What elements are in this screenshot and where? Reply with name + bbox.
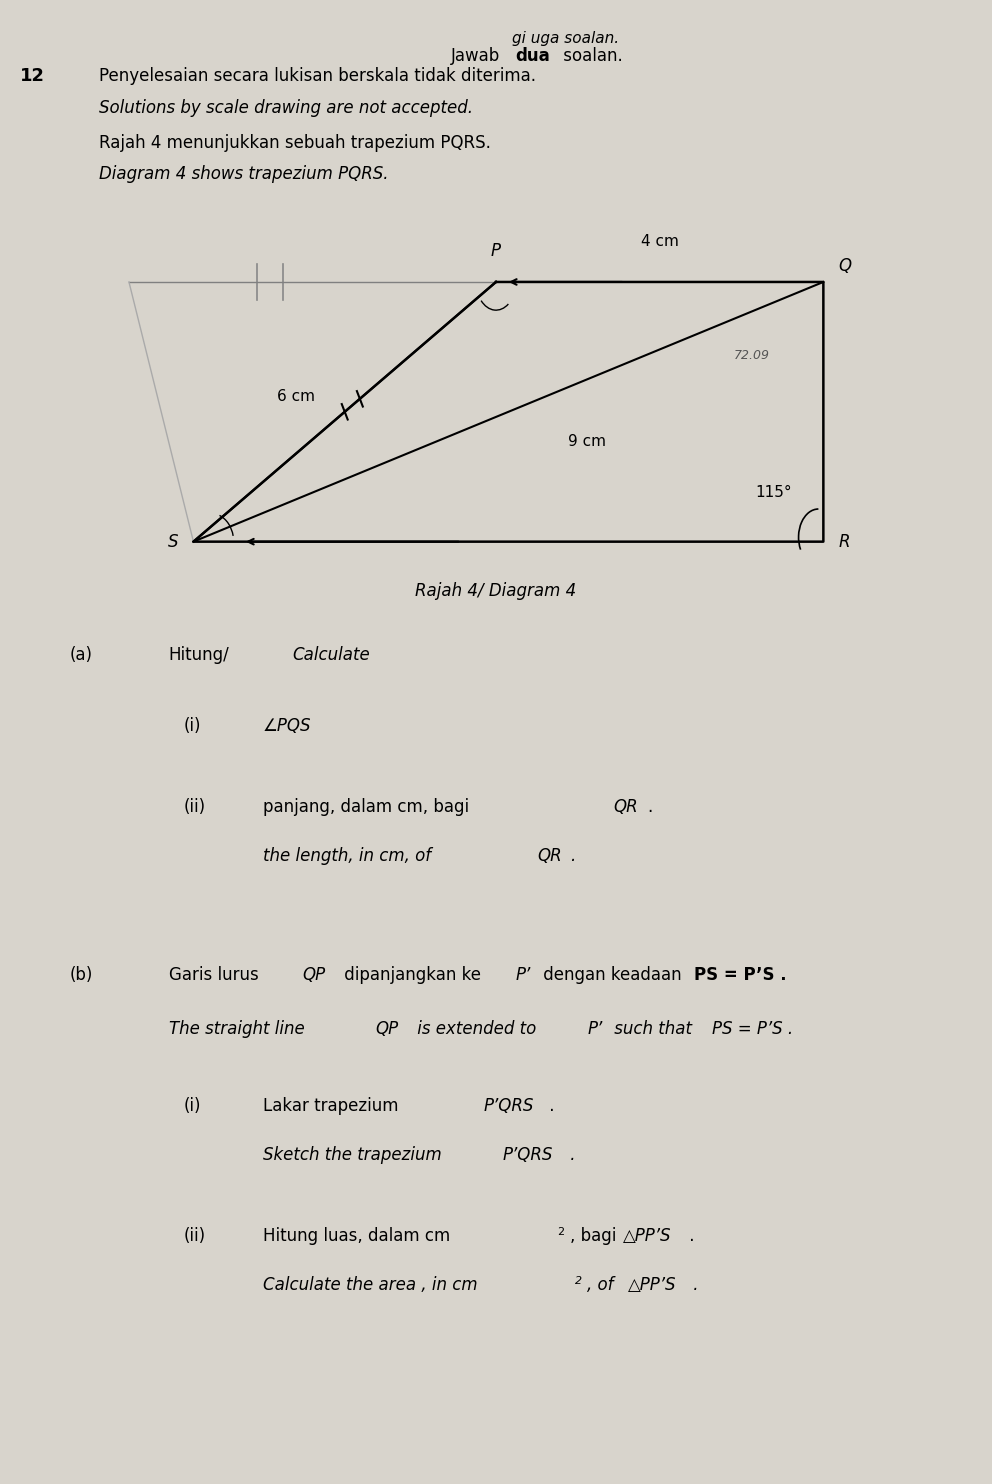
- Text: Diagram 4 shows trapezium PQRS.: Diagram 4 shows trapezium PQRS.: [99, 165, 389, 183]
- Text: 115°: 115°: [756, 485, 792, 500]
- Text: Rajah 4/ Diagram 4: Rajah 4/ Diagram 4: [416, 582, 576, 600]
- Text: S: S: [168, 533, 179, 551]
- Text: 4 cm: 4 cm: [641, 234, 679, 249]
- Text: (b): (b): [69, 966, 93, 984]
- Text: Jawab: Jawab: [451, 47, 506, 65]
- Text: .: .: [565, 1146, 576, 1163]
- Text: 6 cm: 6 cm: [277, 389, 314, 405]
- Text: (ii): (ii): [184, 1227, 205, 1245]
- Text: Solutions by scale drawing are not accepted.: Solutions by scale drawing are not accep…: [99, 99, 473, 117]
- Text: Hitung luas, dalam cm: Hitung luas, dalam cm: [263, 1227, 450, 1245]
- Text: (i): (i): [184, 1097, 201, 1114]
- Text: Hitung/: Hitung/: [169, 646, 229, 663]
- Text: soalan.: soalan.: [558, 47, 623, 65]
- Text: Penyelesaian secara lukisan berskala tidak diterima.: Penyelesaian secara lukisan berskala tid…: [99, 67, 537, 85]
- Text: QP: QP: [303, 966, 325, 984]
- Text: R: R: [838, 533, 850, 551]
- Text: P: P: [491, 242, 501, 260]
- Text: P’QRS: P’QRS: [503, 1146, 554, 1163]
- Text: is extended to: is extended to: [412, 1020, 542, 1037]
- Text: Calculate the area , in cm: Calculate the area , in cm: [263, 1276, 477, 1294]
- Text: 72.09: 72.09: [734, 349, 770, 362]
- Text: dipanjangkan ke: dipanjangkan ke: [339, 966, 486, 984]
- Text: △PP’S: △PP’S: [628, 1276, 677, 1294]
- Text: dua: dua: [515, 47, 550, 65]
- Text: (ii): (ii): [184, 798, 205, 816]
- Text: Lakar trapezium: Lakar trapezium: [263, 1097, 404, 1114]
- Text: , bagi: , bagi: [570, 1227, 622, 1245]
- Text: Sketch the trapezium: Sketch the trapezium: [263, 1146, 446, 1163]
- Text: .: .: [688, 1276, 699, 1294]
- Text: .: .: [544, 1097, 555, 1114]
- Text: Rajah 4 menunjukkan sebuah trapezium PQRS.: Rajah 4 menunjukkan sebuah trapezium PQR…: [99, 134, 491, 151]
- Text: △PP’S: △PP’S: [623, 1227, 672, 1245]
- Text: 2: 2: [575, 1276, 582, 1287]
- Text: 12: 12: [20, 67, 45, 85]
- Text: dengan keadaan: dengan keadaan: [538, 966, 691, 984]
- Text: (i): (i): [184, 717, 201, 735]
- Text: Calculate: Calculate: [293, 646, 370, 663]
- Text: Garis lurus: Garis lurus: [169, 966, 264, 984]
- Text: PS = P’S .: PS = P’S .: [712, 1020, 794, 1037]
- Text: The straight line: The straight line: [169, 1020, 310, 1037]
- Text: Q: Q: [838, 257, 851, 275]
- Text: QP: QP: [375, 1020, 398, 1037]
- Text: QR: QR: [613, 798, 638, 816]
- Text: QR: QR: [538, 847, 562, 865]
- Text: PS = P’S .: PS = P’S .: [694, 966, 787, 984]
- Text: .: .: [684, 1227, 695, 1245]
- Text: .: .: [570, 847, 575, 865]
- Text: P’: P’: [587, 1020, 602, 1037]
- Text: ∠PQS: ∠PQS: [263, 717, 311, 735]
- Text: panjang, dalam cm, bagi: panjang, dalam cm, bagi: [263, 798, 474, 816]
- Text: gi uga soalan.: gi uga soalan.: [512, 31, 619, 46]
- Text: .: .: [647, 798, 652, 816]
- Text: 9 cm: 9 cm: [567, 433, 606, 450]
- Text: P’: P’: [516, 966, 531, 984]
- Text: P’QRS: P’QRS: [483, 1097, 534, 1114]
- Text: , of: , of: [587, 1276, 619, 1294]
- Text: such that: such that: [609, 1020, 702, 1037]
- Text: the length, in cm, of: the length, in cm, of: [263, 847, 436, 865]
- Text: 2: 2: [558, 1227, 564, 1238]
- Text: (a): (a): [69, 646, 92, 663]
